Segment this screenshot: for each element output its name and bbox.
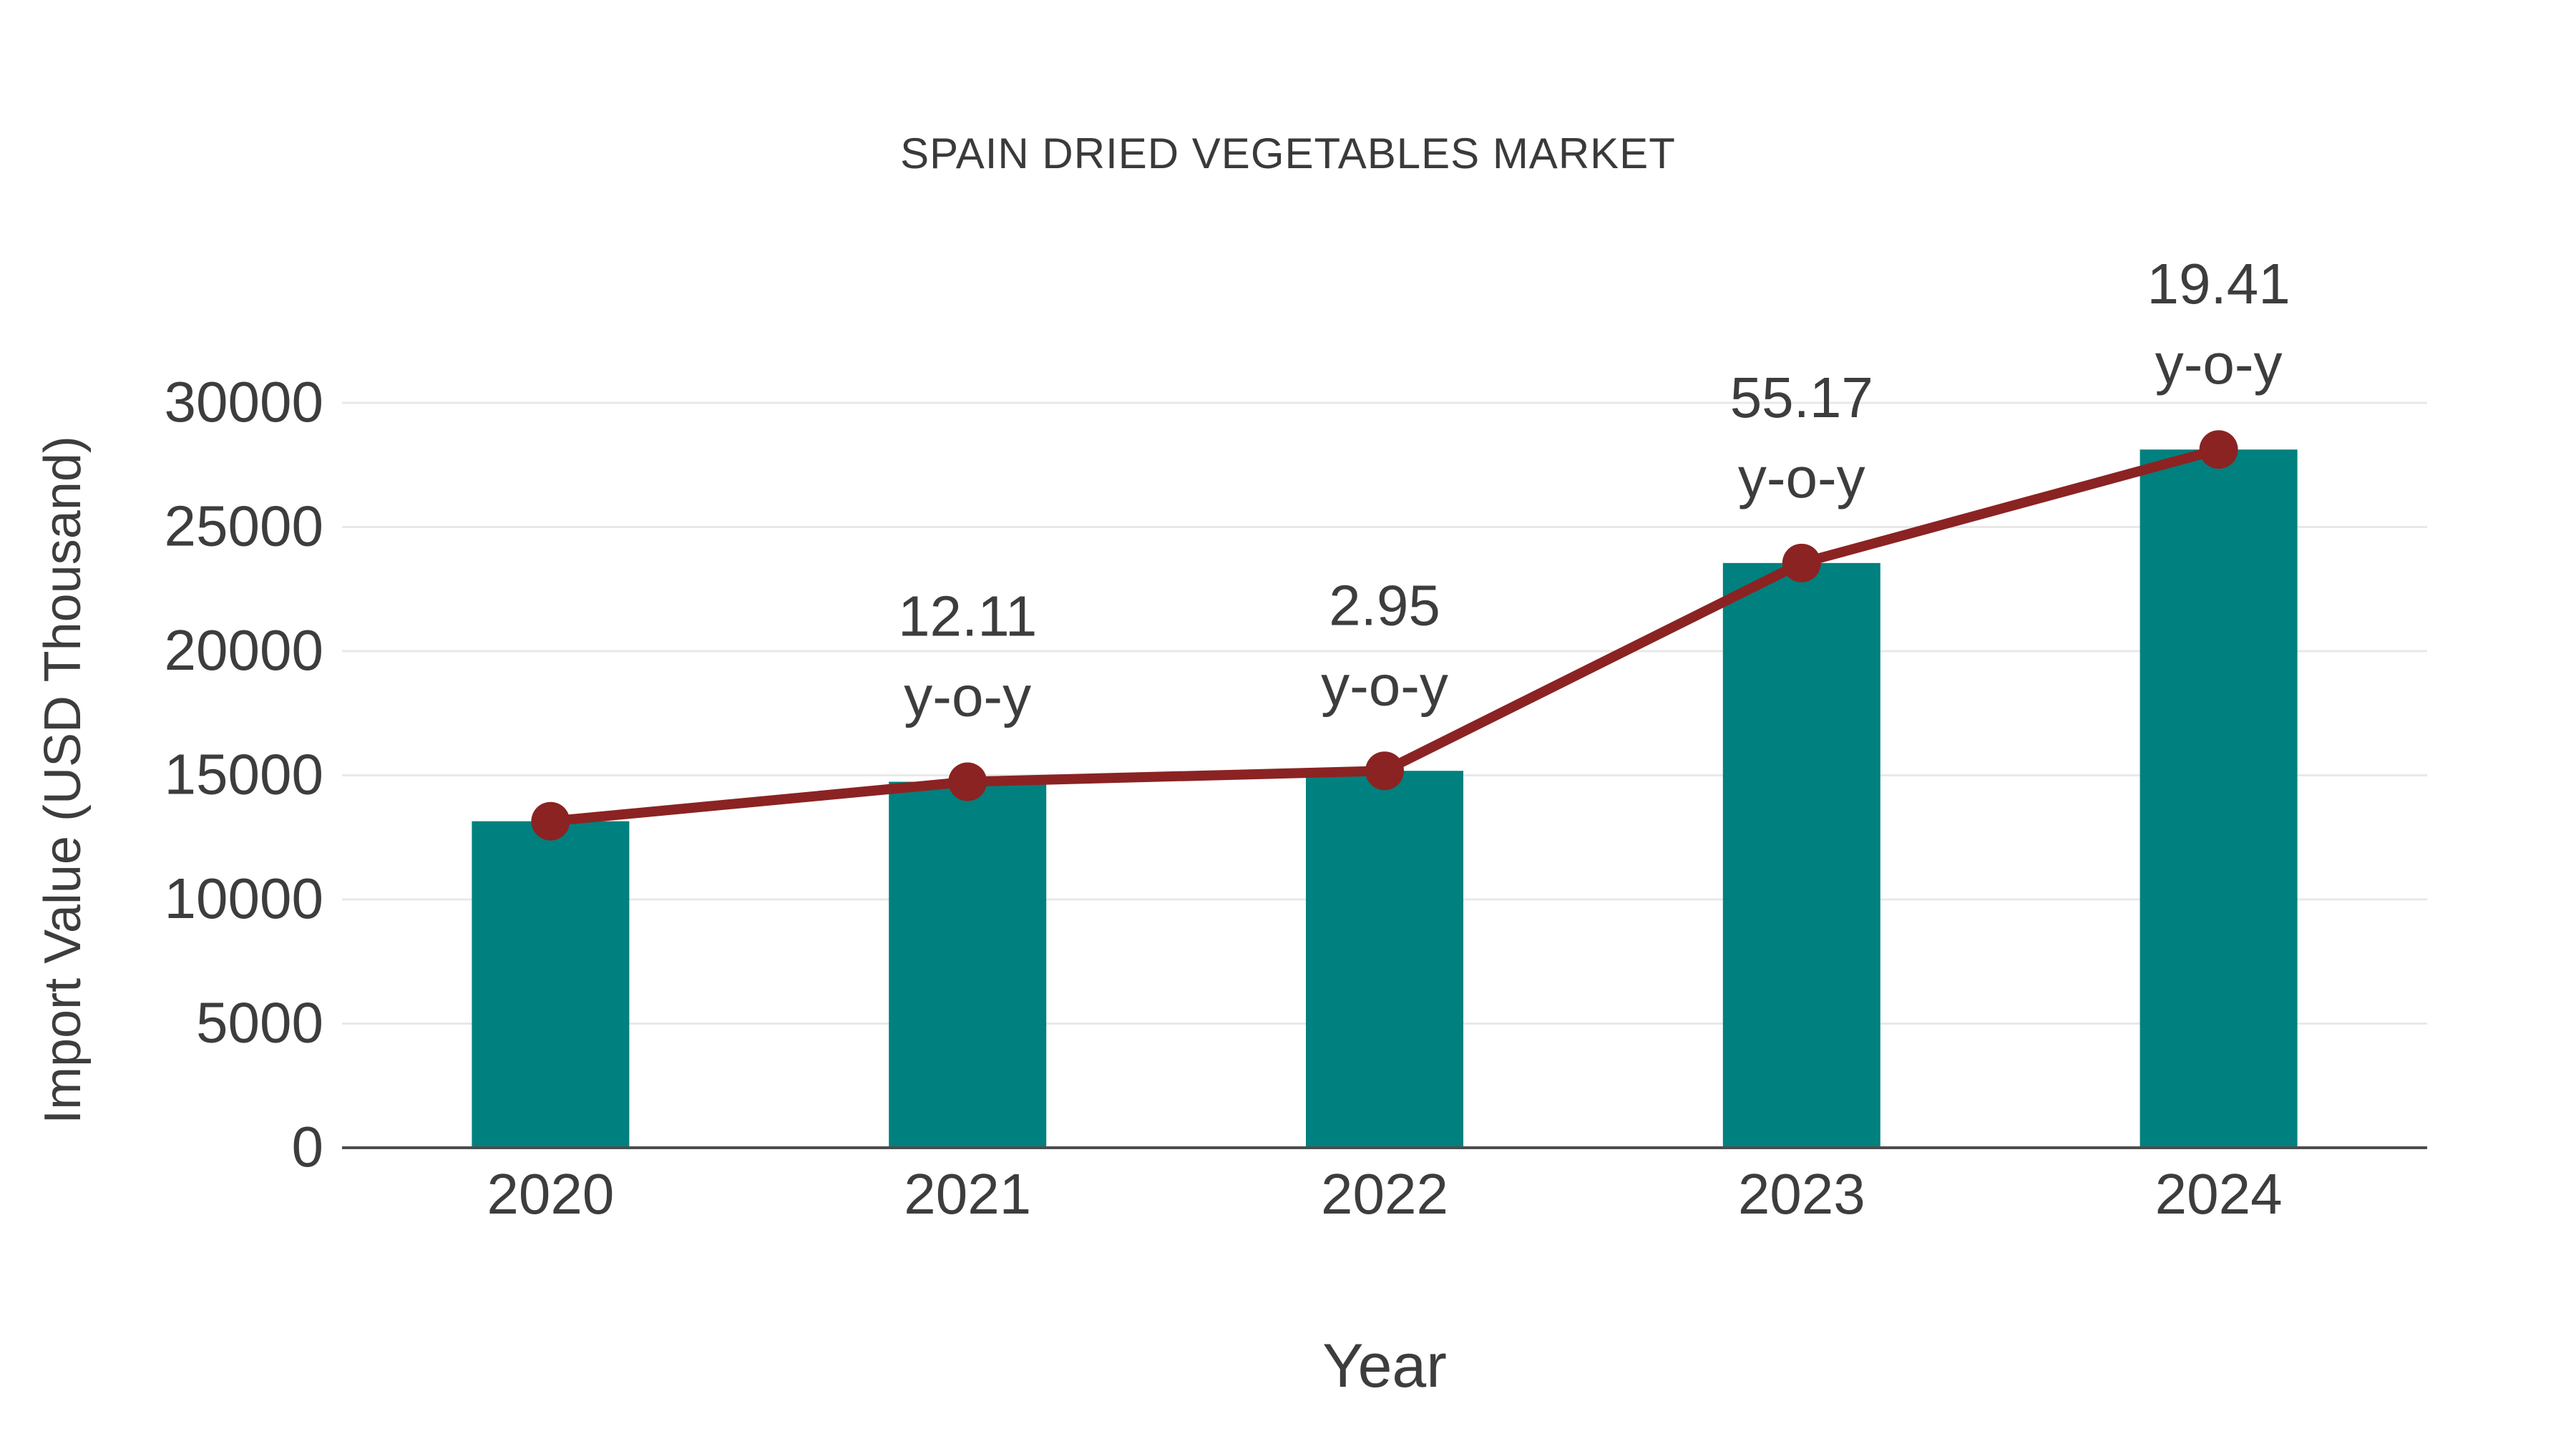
bar-2022 — [1306, 771, 1463, 1148]
x-tick-label-2023: 2023 — [1738, 1162, 1865, 1226]
bar-2020 — [472, 821, 630, 1148]
y-tick-label-10000: 10000 — [165, 867, 323, 930]
y-tick-label-0: 0 — [292, 1115, 324, 1179]
annotation-suffix-2022: y-o-y — [1321, 653, 1448, 717]
chart-title: SPAIN DRIED VEGETABLES MARKET — [900, 130, 1676, 177]
x-tick-label-2024: 2024 — [2155, 1162, 2283, 1226]
y-tick-label-25000: 25000 — [165, 494, 323, 558]
x-tick-label-2021: 2021 — [904, 1162, 1031, 1226]
trend-marker-2020 — [531, 801, 570, 841]
annotation-value-2022: 2.95 — [1329, 573, 1440, 637]
annotation-suffix-2024: y-o-y — [2155, 332, 2283, 396]
trend-marker-2024 — [2199, 430, 2238, 469]
y-tick-label-20000: 20000 — [165, 618, 323, 682]
annotation-suffix-2021: y-o-y — [904, 665, 1031, 728]
x-axis-title: Year — [1322, 1332, 1447, 1400]
x-tick-label-2020: 2020 — [487, 1162, 614, 1226]
annotation-suffix-2023: y-o-y — [1738, 446, 1865, 509]
trend-marker-2021 — [948, 762, 987, 801]
annotation-value-2023: 55.17 — [1730, 366, 1873, 429]
bar-2024 — [2140, 449, 2298, 1148]
bar-2023 — [1722, 562, 1880, 1148]
annotation-value-2024: 19.41 — [2147, 252, 2290, 316]
x-tick-label-2022: 2022 — [1321, 1162, 1448, 1226]
y-tick-label-15000: 15000 — [165, 743, 323, 806]
trend-marker-2023 — [1782, 543, 1821, 582]
bar-2021 — [889, 781, 1047, 1148]
y-axis-title: Import Value (USD Thousand) — [34, 436, 92, 1124]
trend-marker-2022 — [1365, 751, 1404, 791]
annotation-value-2021: 12.11 — [898, 585, 1037, 648]
y-tick-label-5000: 5000 — [196, 991, 323, 1055]
y-tick-label-30000: 30000 — [165, 370, 323, 434]
